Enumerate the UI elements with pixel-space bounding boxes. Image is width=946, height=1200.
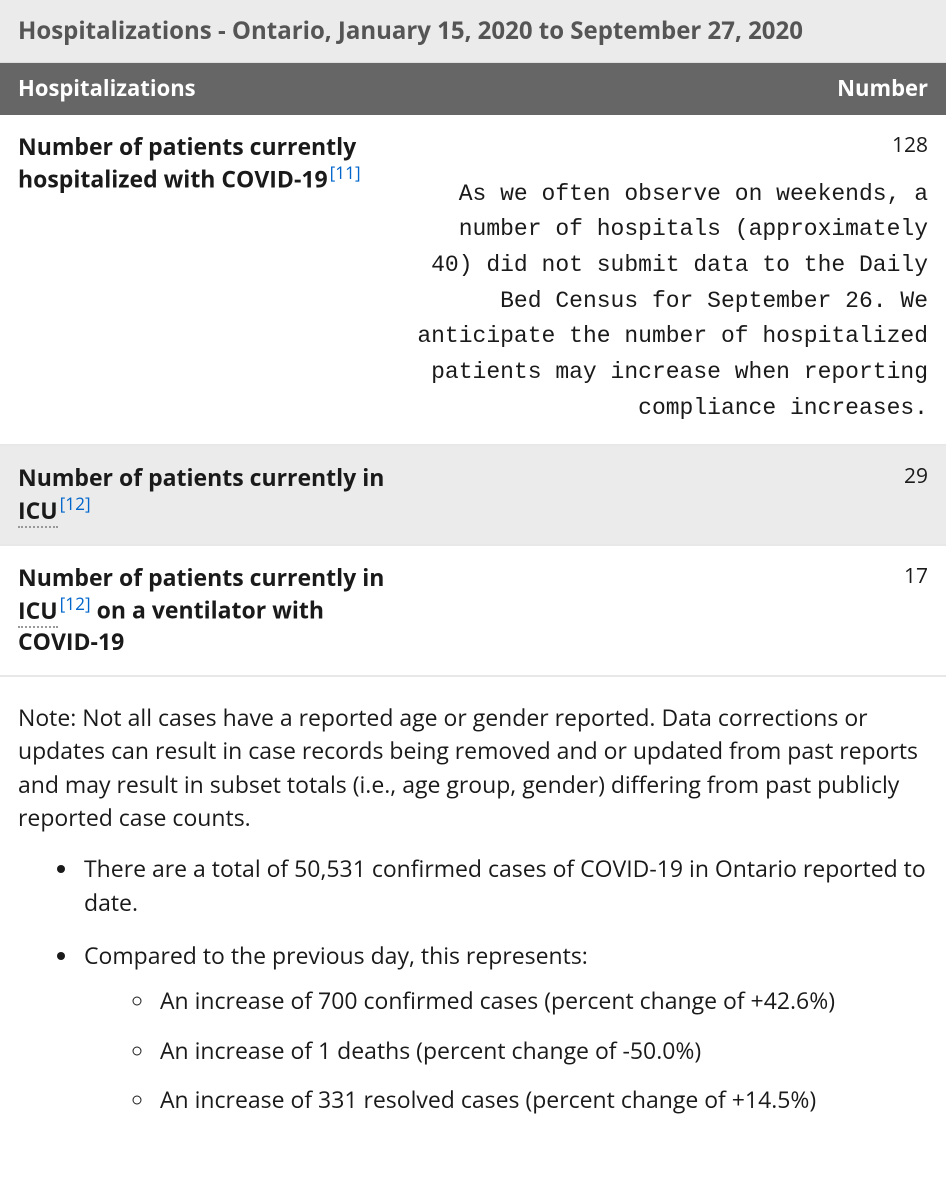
row-footnote: As we often observe on weekends, a numbe…	[408, 177, 928, 426]
col-header-right: Number	[837, 73, 928, 104]
abbr-icu: ICU	[18, 594, 58, 628]
abbr-icu: ICU	[18, 494, 58, 528]
notes-section: Note: Not all cases have a reported age …	[0, 677, 946, 1142]
note-paragraph: Note: Not all cases have a reported age …	[18, 701, 928, 834]
list-item-text: There are a total of 50,531 confirmed ca…	[84, 852, 926, 917]
sub-bullet-list: An increase of 700 confirmed cases (perc…	[84, 984, 928, 1116]
table-header-row: Hospitalizations Number	[0, 63, 946, 116]
list-item: An increase of 1 deaths (percent change …	[156, 1034, 928, 1067]
table-row: Number of patients currently in ICU[12] …	[0, 546, 946, 677]
list-item-text: An increase of 1 deaths (percent change …	[160, 1034, 701, 1066]
row-label-pre: Number of patients currently in	[18, 561, 384, 593]
row-value: 128	[408, 131, 928, 160]
row-value: 17	[408, 562, 928, 591]
list-item-text: An increase of 331 resolved cases (perce…	[160, 1083, 816, 1115]
table-row: Number of patients currently in ICU[12] …	[0, 446, 946, 546]
list-item-text: Compared to the previous day, this repre…	[84, 939, 588, 971]
row-label-text: Number of patients currently hospitalize…	[18, 130, 356, 195]
table-row: Number of patients currently hospitalize…	[0, 115, 946, 446]
row-label: Number of patients currently in ICU[12]	[18, 462, 408, 526]
row-label: Number of patients currently hospitalize…	[18, 131, 408, 426]
table-title: Hospitalizations - Ontario, January 15, …	[0, 0, 946, 63]
list-item-text: An increase of 700 confirmed cases (perc…	[160, 984, 835, 1016]
row-value-col: 29	[408, 462, 928, 526]
row-value-col: 17	[408, 562, 928, 657]
list-item: Compared to the previous day, this repre…	[80, 939, 928, 1116]
row-label: Number of patients currently in ICU[12] …	[18, 562, 408, 657]
bullet-list: There are a total of 50,531 confirmed ca…	[18, 852, 928, 1116]
col-header-left: Hospitalizations	[18, 73, 196, 104]
row-value-col: 128 As we often observe on weekends, a n…	[408, 131, 928, 426]
row-value: 29	[408, 462, 928, 491]
page-container: Hospitalizations - Ontario, January 15, …	[0, 0, 946, 1142]
footnote-ref[interactable]: [12]	[60, 593, 91, 616]
footnote-ref[interactable]: [11]	[330, 162, 361, 185]
row-label-pre: Number of patients currently in	[18, 461, 384, 493]
list-item: There are a total of 50,531 confirmed ca…	[80, 852, 928, 919]
list-item: An increase of 331 resolved cases (perce…	[156, 1083, 928, 1116]
list-item: An increase of 700 confirmed cases (perc…	[156, 984, 928, 1017]
footnote-ref[interactable]: [12]	[60, 493, 91, 516]
